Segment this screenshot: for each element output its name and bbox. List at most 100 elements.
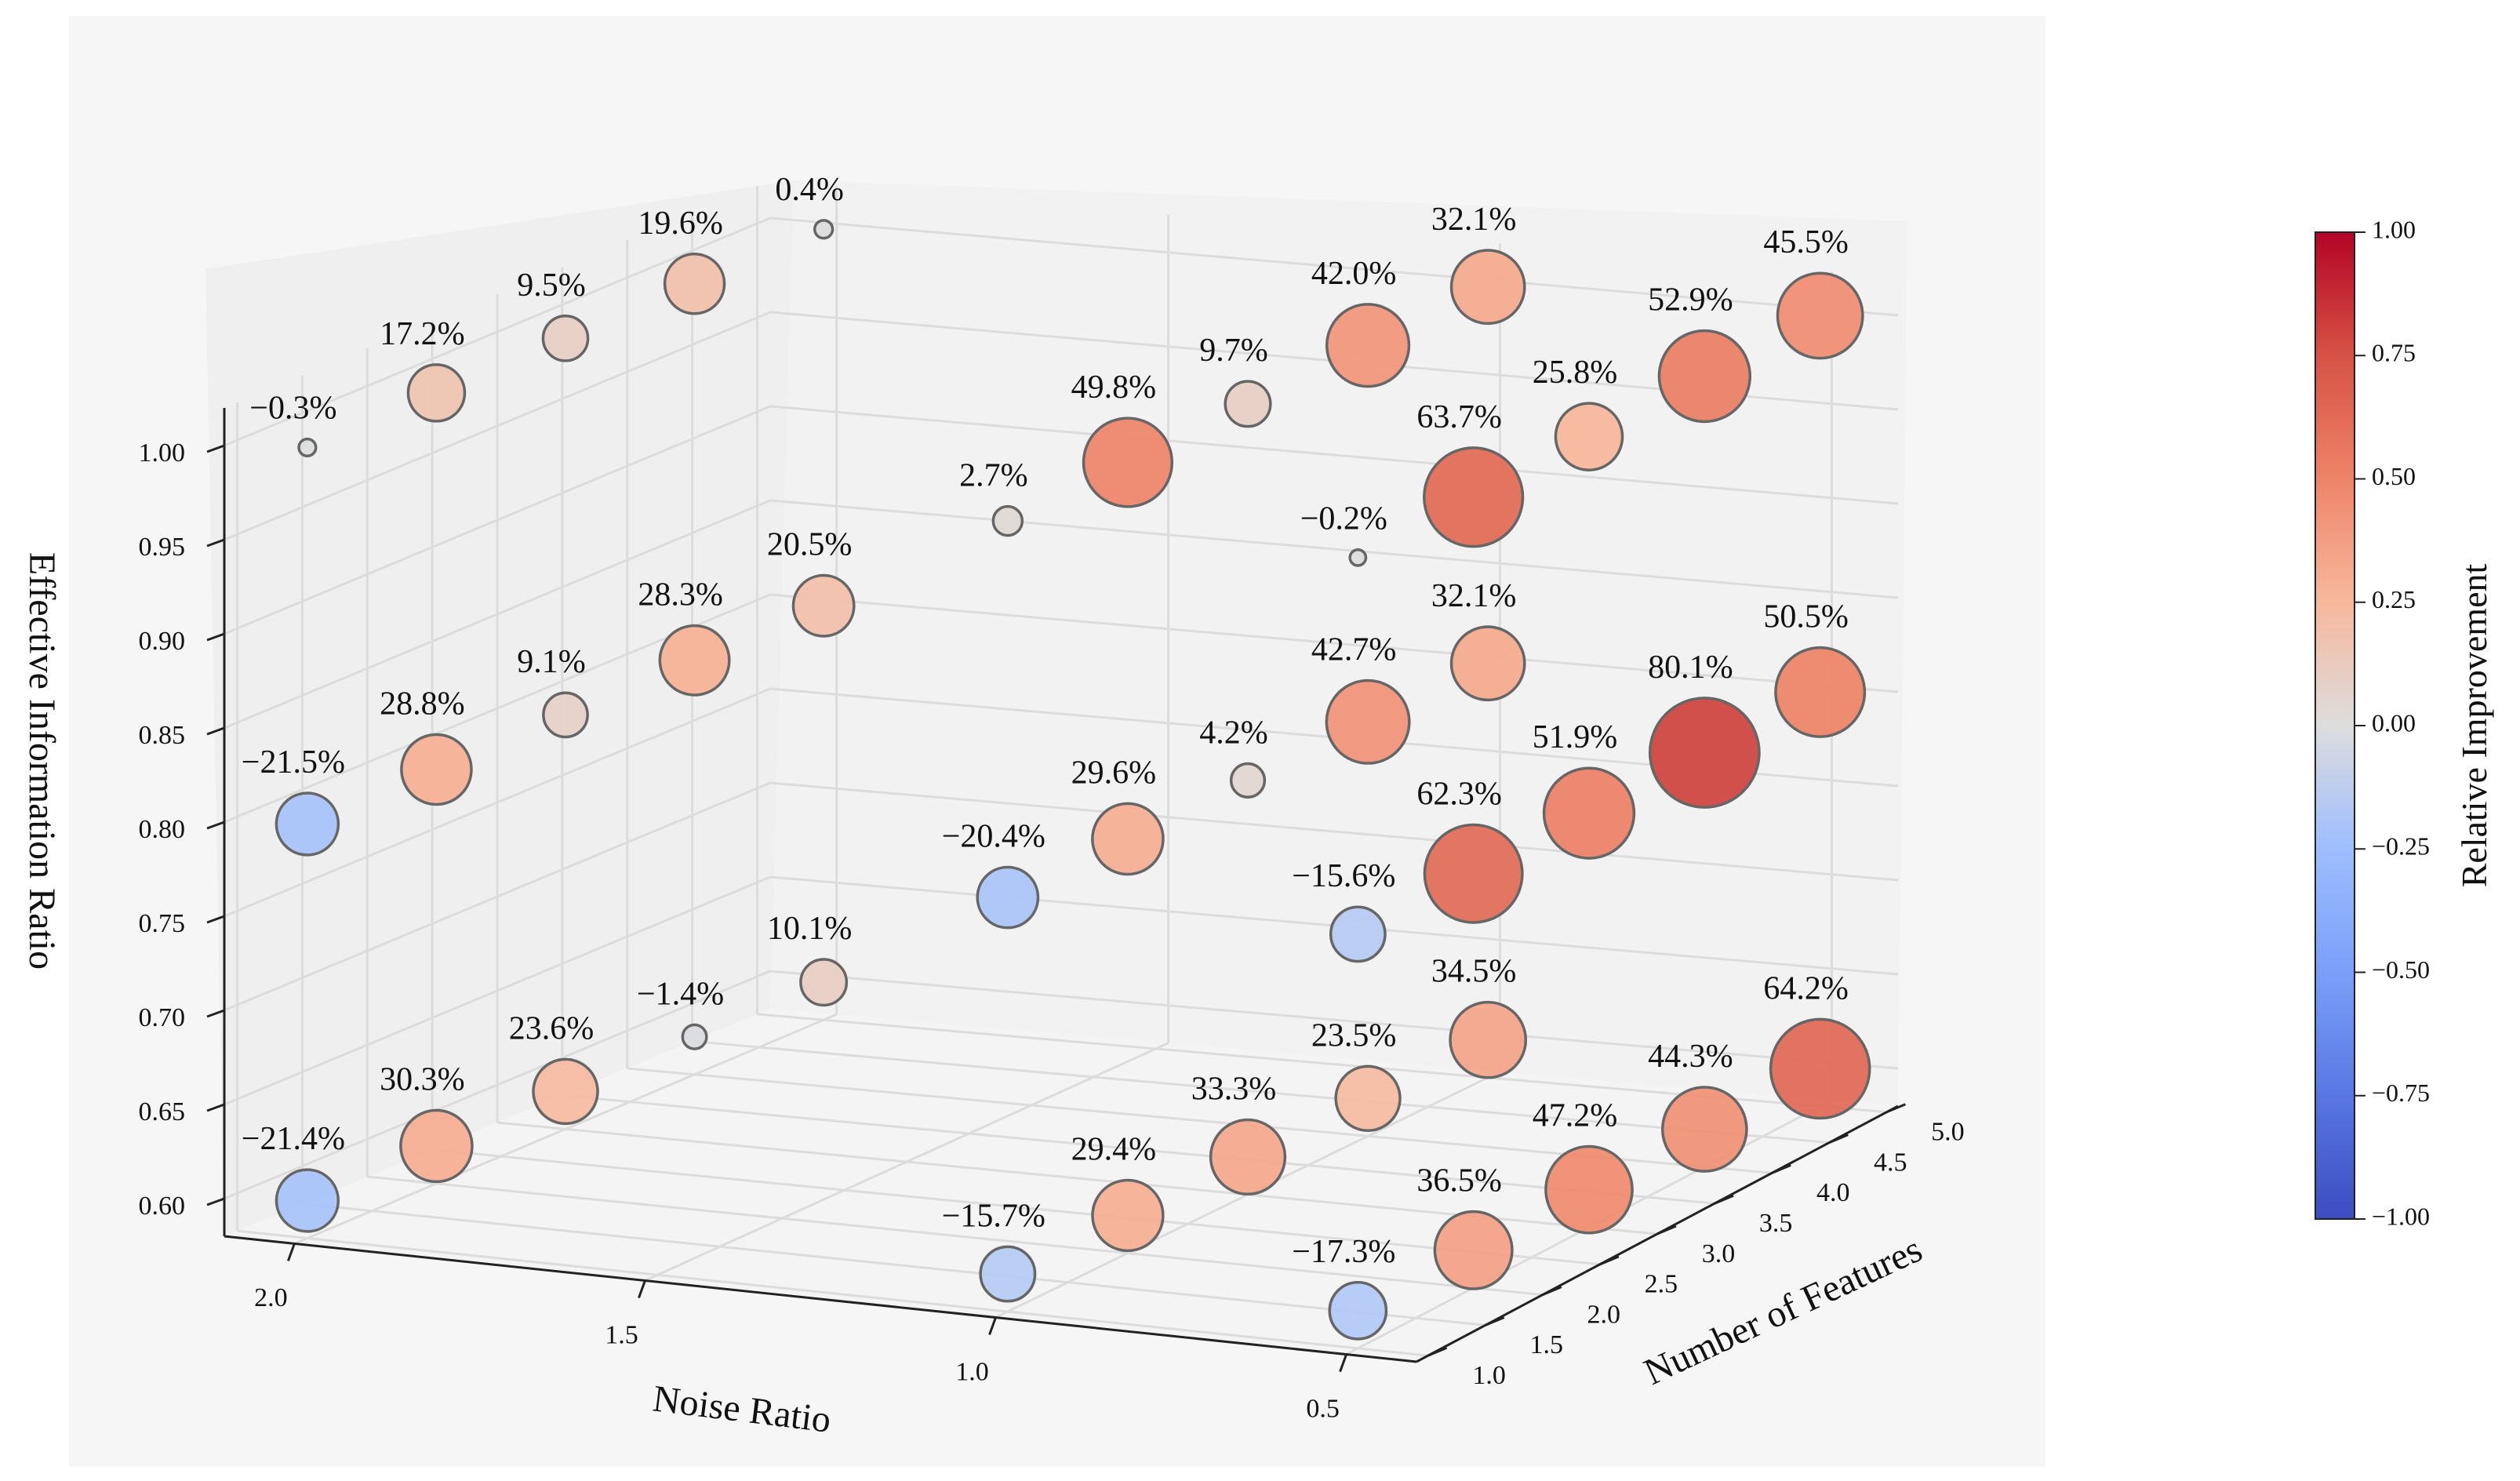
data-point (1769, 1017, 1871, 1120)
data-label: −0.2% (1300, 501, 1387, 537)
data-point (979, 1245, 1037, 1303)
x-tick-label: 0.5 (1306, 1394, 1340, 1423)
colorbar-ticks: 1.00 0.75 0.50 0.25 0.00 −0.25 −0.50 −0.75 −1.00 (2355, 215, 2430, 1230)
grid-line-z-left (224, 405, 771, 635)
z-tick-mark (206, 821, 225, 830)
data-label: 45.5% (1763, 224, 1849, 260)
grid-line-z-back (769, 499, 1899, 599)
grid-line-z-back (769, 781, 1899, 882)
data-label: 32.1% (1431, 578, 1517, 614)
y-tick-mark (1771, 1163, 1791, 1174)
data-point (799, 958, 849, 1007)
data-label: 33.3% (1191, 1071, 1277, 1107)
x-tick-label: 1.5 (605, 1320, 638, 1349)
data-label: 52.9% (1648, 282, 1733, 318)
data-label: 80.1% (1648, 650, 1733, 686)
z-tick-label: 1.00 (139, 438, 186, 468)
grid-line-z-back (769, 970, 1899, 1070)
data-point (976, 865, 1040, 930)
axes (206, 408, 1906, 1373)
data-label: −1.4% (637, 977, 724, 1013)
grid-line-y-floor (302, 1203, 1485, 1326)
data-label: 9.5% (517, 267, 586, 304)
data-point (991, 504, 1024, 537)
data-point (1449, 249, 1526, 326)
colorbar-tick-label: −1.00 (2372, 1202, 2430, 1230)
data-point (813, 219, 835, 240)
data-label: 47.2% (1533, 1098, 1618, 1134)
grid-line-z-left (224, 499, 771, 730)
data-point (1091, 802, 1165, 876)
grid-line-z-back (769, 405, 1899, 505)
data-point (532, 1057, 599, 1126)
grid-line-y-floor (692, 1039, 1830, 1144)
colorbar-tick-label: −0.50 (2372, 955, 2430, 984)
grid-line-z-back (769, 593, 1899, 693)
data-label: 64.2% (1763, 970, 1849, 1006)
data-point (663, 253, 726, 315)
data-label: 9.7% (1199, 333, 1268, 369)
x-tick-mark (1339, 1354, 1347, 1373)
data-label: −17.3% (1292, 1234, 1395, 1270)
colorbar-tick-label: 1.00 (2372, 215, 2416, 243)
data-label: −15.7% (942, 1198, 1045, 1234)
data-point (1657, 329, 1752, 424)
colorbar-title: Relative Improvement (2454, 563, 2494, 887)
y-tick-label: 3.5 (1759, 1209, 1793, 1238)
grid-line-y-floor (562, 1093, 1715, 1205)
data-point (1329, 905, 1387, 963)
z-tick-mark (206, 915, 225, 924)
data-label: 23.6% (509, 1010, 595, 1046)
data-point (1554, 402, 1624, 471)
y-tick-label: 5.0 (1931, 1118, 1965, 1147)
y-tick-mark (1485, 1316, 1505, 1326)
data-point (791, 573, 856, 638)
z-tick-mark (206, 1197, 225, 1206)
data-label: 63.7% (1416, 399, 1502, 435)
data-label: −21.4% (242, 1121, 345, 1157)
data-label: 28.3% (638, 577, 723, 613)
colorbar-tick-label: −0.25 (2372, 832, 2430, 861)
data-point (1542, 766, 1636, 860)
data-point (399, 1108, 474, 1184)
data-label: 36.5% (1416, 1163, 1502, 1199)
colorbar: 1.00 0.75 0.50 0.25 0.00 −0.25 −0.50 −0.75 −1.00… (2315, 215, 2494, 1230)
data-label: 25.8% (1533, 355, 1618, 391)
z-tick-mark (206, 444, 225, 453)
data-label: 29.4% (1071, 1132, 1157, 1168)
data-point (1325, 303, 1411, 388)
data-point (1449, 625, 1526, 702)
data-label: 34.5% (1431, 954, 1517, 990)
data-label: 28.8% (380, 686, 465, 722)
grid-line-z-left (224, 311, 771, 541)
colorbar-tick-label: −0.75 (2372, 1079, 2430, 1107)
data-labels: 0.4% 20.5% 10.1% 32.1% 32.1% 34.5% 45.5% 50.5% 6… (242, 172, 1849, 1270)
data-label: 42.7% (1311, 632, 1397, 668)
y-tick-label: 4.0 (1816, 1178, 1850, 1207)
x-tick-label: 1.0 (955, 1357, 989, 1386)
x-tick-mark (988, 1317, 997, 1336)
z-tick-label: 0.80 (139, 815, 186, 844)
data-point (1648, 697, 1761, 809)
z-tick-mark (206, 632, 225, 642)
data-point (275, 791, 340, 857)
data-label: 30.3% (380, 1061, 465, 1097)
data-point (1091, 1178, 1165, 1253)
data-label: 19.6% (638, 206, 723, 242)
data-point (1224, 380, 1272, 428)
z-tick-label: 0.60 (139, 1192, 186, 1221)
z-tick-label: 0.65 (139, 1097, 186, 1126)
colorbar-tick-label: 0.75 (2372, 339, 2416, 367)
grid-line-z-back (769, 217, 1899, 317)
data-label: 50.5% (1763, 599, 1849, 635)
z-tick-mark (206, 538, 225, 548)
y-tick-mark (1656, 1224, 1677, 1235)
data-label: 0.4% (775, 172, 844, 208)
grid-line-z-left (224, 217, 771, 447)
z-tick-label: 0.95 (139, 533, 186, 562)
z-axis-title: Effective Information Ratio (21, 552, 63, 970)
data-label: 23.5% (1311, 1017, 1397, 1053)
data-point (542, 691, 589, 739)
grid-line-z-left (224, 875, 771, 1106)
